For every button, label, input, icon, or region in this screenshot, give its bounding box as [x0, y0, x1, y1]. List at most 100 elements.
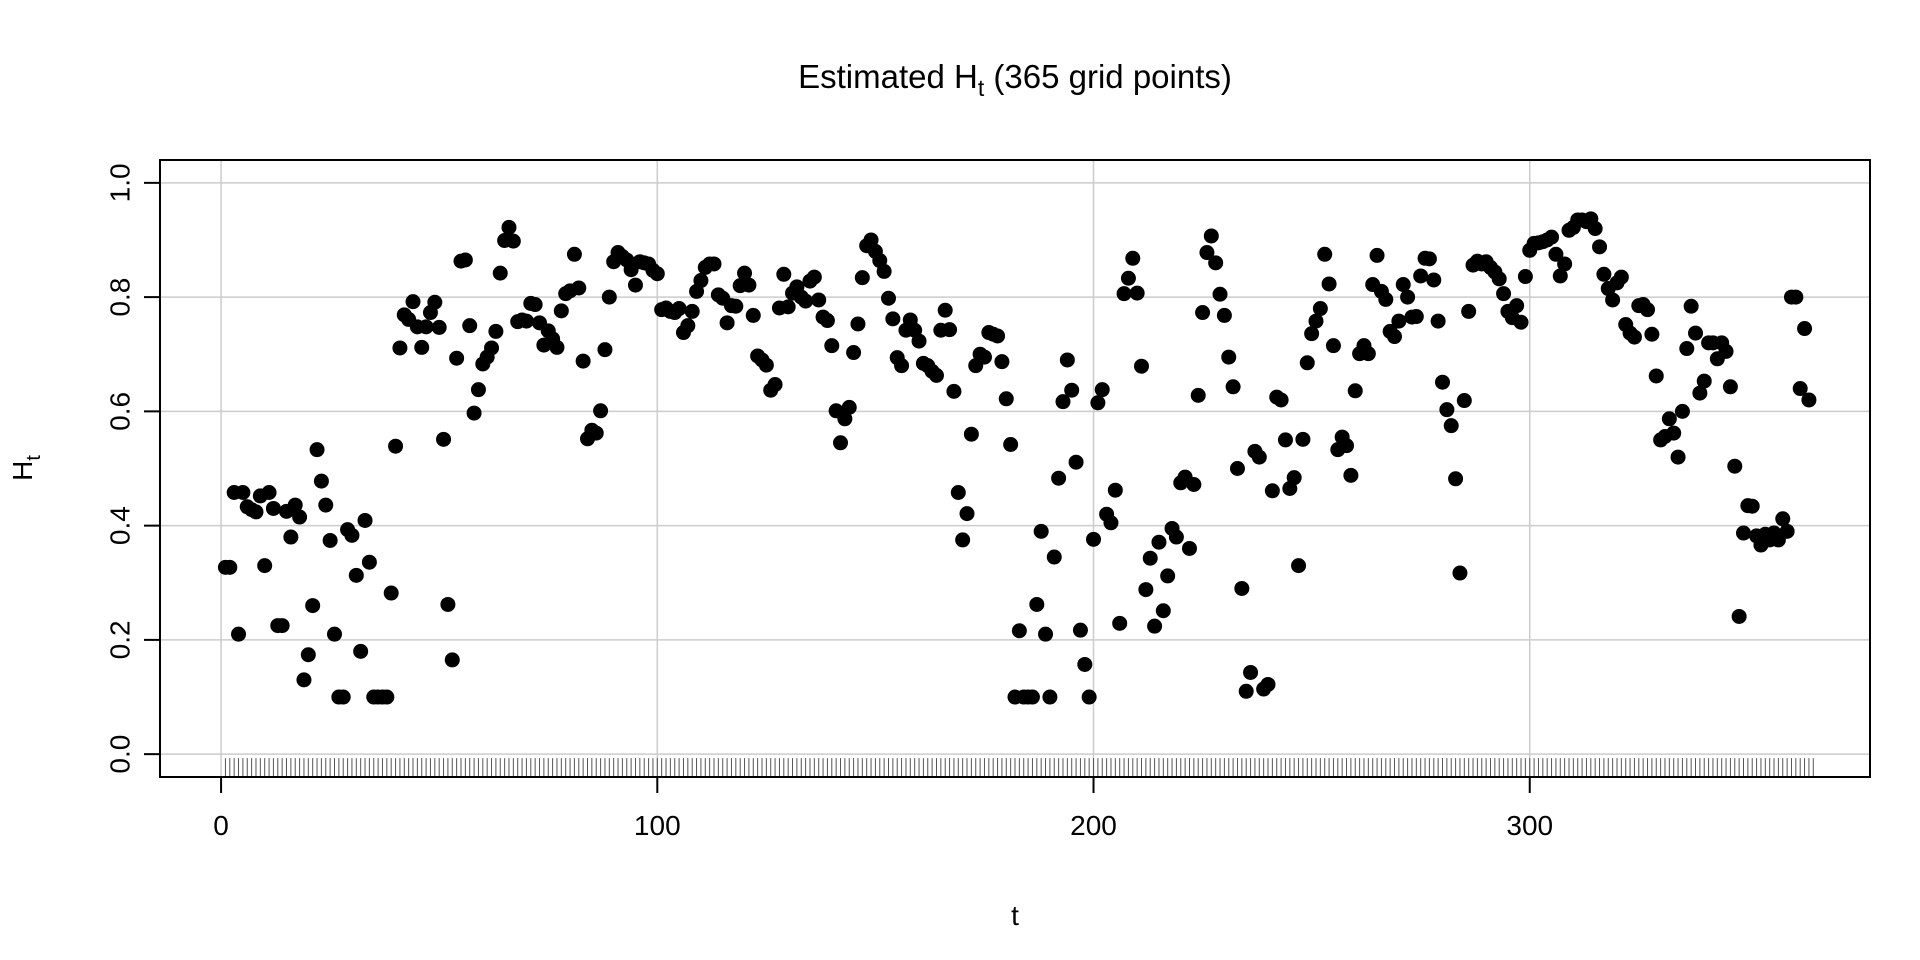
- data-point: [937, 302, 953, 318]
- data-point: [1277, 432, 1293, 448]
- data-point: [593, 403, 609, 419]
- data-point: [950, 484, 966, 500]
- data-point: [1613, 269, 1629, 285]
- data-point: [1626, 329, 1642, 345]
- data-point: [1251, 449, 1267, 465]
- data-point: [728, 298, 744, 314]
- data-point: [1051, 470, 1067, 486]
- data-point: [1120, 270, 1136, 286]
- data-point: [946, 383, 962, 399]
- y-axis-label-subscript: t: [23, 455, 45, 461]
- data-point: [457, 252, 473, 268]
- data-point: [1295, 431, 1311, 447]
- data-point: [488, 323, 504, 339]
- data-point: [1347, 383, 1363, 399]
- data-point: [1011, 623, 1027, 639]
- data-point: [348, 567, 364, 583]
- data-point: [819, 313, 835, 329]
- data-point: [1692, 385, 1708, 401]
- data-point: [222, 559, 238, 575]
- data-point: [1439, 402, 1455, 418]
- data-point: [1648, 368, 1664, 384]
- data-point: [1605, 292, 1621, 308]
- data-point: [1731, 608, 1747, 624]
- data-point: [431, 319, 447, 335]
- data-point: [894, 358, 910, 374]
- data-point: [1448, 471, 1464, 487]
- data-point: [976, 349, 992, 365]
- chart-title-rest: (365 grid points): [984, 58, 1232, 95]
- data-point: [1155, 603, 1171, 619]
- data-point: [257, 558, 273, 574]
- data-point: [566, 246, 582, 262]
- data-point: [1072, 622, 1088, 638]
- chart-title: Estimated Ht (365 grid points): [798, 58, 1232, 101]
- data-point: [1666, 425, 1682, 441]
- data-point: [492, 265, 508, 281]
- data-point: [1421, 251, 1437, 267]
- data-point: [1199, 245, 1215, 261]
- data-point: [1722, 379, 1738, 395]
- data-point: [627, 277, 643, 293]
- data-point: [1260, 676, 1276, 692]
- data-point: [392, 340, 408, 356]
- data-point: [1238, 683, 1254, 699]
- data-point: [1644, 326, 1660, 342]
- data-point: [837, 411, 853, 427]
- data-point: [1129, 285, 1145, 301]
- data-point: [418, 319, 434, 335]
- data-point: [1291, 558, 1307, 574]
- data-point: [776, 266, 792, 282]
- data-point: [1064, 382, 1080, 398]
- data-point: [1513, 314, 1529, 330]
- grid-lines: [160, 160, 1870, 777]
- data-point: [322, 532, 338, 548]
- data-point: [1190, 387, 1206, 403]
- data-point: [693, 273, 709, 289]
- data-point: [649, 266, 665, 282]
- data-point: [1496, 286, 1512, 302]
- data-point: [361, 554, 377, 570]
- data-point: [440, 596, 456, 612]
- data-point: [1596, 266, 1612, 282]
- data-point: [388, 438, 404, 454]
- data-point: [1195, 305, 1211, 321]
- chart-title-main: Estimated H: [798, 58, 978, 95]
- data-point: [1696, 373, 1712, 389]
- data-point: [379, 689, 395, 705]
- data-point: [1160, 568, 1176, 584]
- data-point: [1456, 393, 1472, 409]
- data-point: [1670, 449, 1686, 465]
- data-point: [1103, 515, 1119, 531]
- data-point: [305, 598, 321, 614]
- data-point: [841, 399, 857, 415]
- data-point: [767, 377, 783, 393]
- data-point: [1112, 615, 1128, 631]
- data-point: [436, 431, 452, 447]
- data-point: [959, 506, 975, 522]
- data-point: [1225, 379, 1241, 395]
- y-axis-label: Ht: [7, 455, 45, 481]
- data-point: [1430, 313, 1446, 329]
- data-point: [1243, 664, 1259, 680]
- data-point: [1086, 531, 1102, 547]
- data-point: [1413, 268, 1429, 284]
- rug-ticks: [224, 758, 1814, 776]
- data-point: [1744, 498, 1760, 514]
- data-point: [1509, 298, 1525, 314]
- data-point: [1387, 329, 1403, 345]
- data-point: [1212, 286, 1228, 302]
- data-point: [1147, 618, 1163, 634]
- data-point: [1168, 529, 1184, 545]
- data-point: [1221, 349, 1237, 365]
- data-point: [1317, 246, 1333, 262]
- data-point: [1788, 289, 1804, 305]
- data-point: [671, 301, 687, 317]
- data-point: [1203, 228, 1219, 244]
- data-point: [846, 345, 862, 361]
- data-point: [248, 504, 264, 520]
- data-point: [1134, 358, 1150, 374]
- data-point: [1325, 338, 1341, 354]
- data-point: [1735, 525, 1751, 541]
- data-point: [274, 618, 290, 634]
